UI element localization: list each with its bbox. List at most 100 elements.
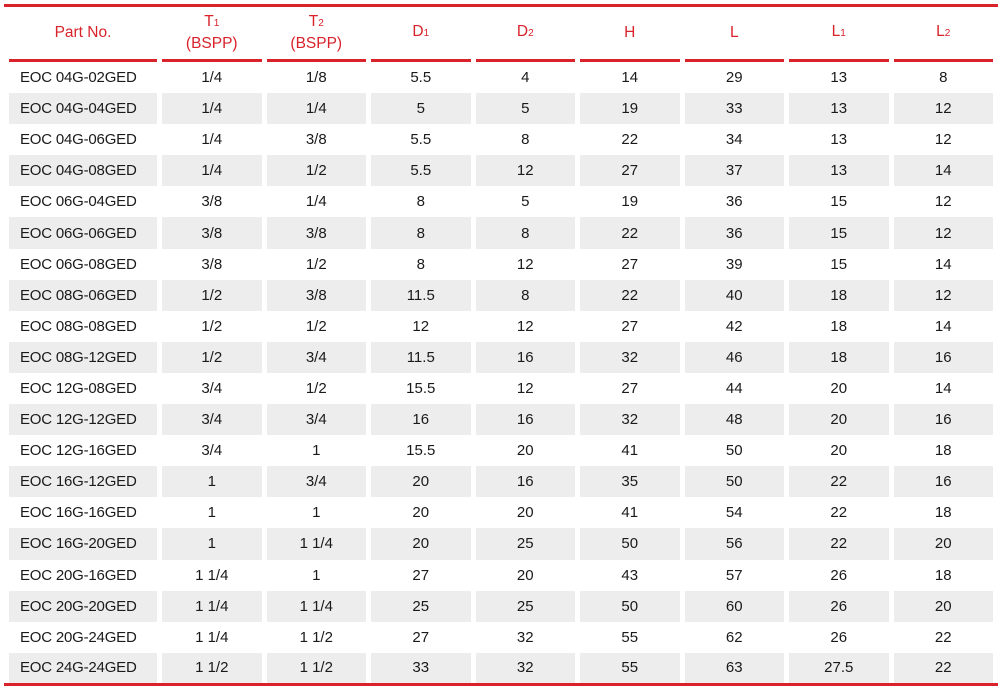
table-row: EOC 06G-04GED 3/8 1/4 8 5 19 36 15 12 — [9, 186, 993, 217]
cell-l1: 13 — [789, 93, 889, 125]
column-header-subscript: 1 — [213, 18, 220, 29]
table-row: EOC 04G-08GED 1/4 1/2 5.5 12 27 37 13 14 — [9, 155, 993, 187]
cell-h: 27 — [580, 155, 680, 187]
cell-l2: 18 — [934, 566, 952, 584]
cell-l: 63 — [684, 652, 784, 683]
cell-d1: 20 — [371, 528, 471, 560]
column-header-subscript: 2 — [944, 28, 951, 39]
cell-l1: 27.5 — [789, 652, 889, 683]
cell-d2: 16 — [475, 466, 575, 498]
column-header-label: T — [204, 13, 214, 30]
cell-l2: 22 — [893, 652, 993, 683]
cell-l: 57 — [725, 566, 743, 584]
part-number-cell: EOC 08G-12GED — [9, 341, 157, 373]
part-number-cell: EOC 20G-24GED — [20, 628, 137, 646]
cell-t2: 3/8 — [266, 279, 366, 311]
cell-d2: 12 — [516, 255, 534, 273]
column-header-t2: T2 (BSPP) — [266, 7, 366, 62]
cell-t1: 1/2 — [162, 279, 262, 311]
cell-l1: 22 — [789, 466, 889, 498]
cell-t2: 1 1/4 — [266, 528, 366, 560]
part-number-cell: EOC 04G-02GED — [20, 69, 137, 87]
cell-t1: 1 1/2 — [162, 652, 262, 683]
cell-l1: 13 — [789, 155, 889, 187]
part-number-cell: EOC 04G-04GED — [9, 93, 157, 125]
cell-l1: 26 — [789, 590, 889, 622]
cell-l2: 14 — [934, 379, 952, 397]
cell-h: 32 — [580, 404, 680, 436]
cell-l: 36 — [684, 217, 784, 249]
cell-l1: 20 — [789, 404, 889, 436]
cell-d2: 12 — [516, 317, 534, 335]
table-row: EOC 12G-12GED 3/4 3/4 16 16 32 48 20 16 — [9, 404, 993, 436]
cell-d2: 32 — [516, 628, 534, 646]
table-header: Part No. T1 (BSPP) T2 (BSPP) D1 D2 H L L1 L2 — [9, 7, 993, 62]
cell-t2: 1 — [312, 442, 321, 460]
cell-l1: 15 — [830, 255, 848, 273]
cell-l2: 18 — [934, 504, 952, 522]
column-header-subscript: 2 — [318, 18, 324, 29]
cell-h: 41 — [621, 504, 639, 522]
cell-t2: 1 1/4 — [266, 590, 366, 622]
cell-d2: 25 — [475, 528, 575, 560]
column-header-l2: L2 — [893, 7, 993, 62]
part-number-cell: EOC 08G-08GED — [20, 317, 137, 335]
cell-l1: 13 — [830, 69, 848, 87]
cell-d2: 4 — [521, 69, 530, 87]
cell-t1: 3/4 — [201, 442, 223, 460]
cell-d2: 25 — [475, 590, 575, 622]
cell-d2: 5 — [475, 93, 575, 125]
cell-t2: 1 1/2 — [266, 652, 366, 683]
cell-l2: 8 — [939, 69, 948, 87]
column-header-subscript: 2 — [528, 28, 534, 39]
table-row: EOC 12G-08GED 3/4 1/2 15.5 12 27 44 20 14 — [9, 373, 993, 404]
column-header-label: L — [831, 23, 841, 40]
table-row: EOC 16G-12GED 1 3/4 20 16 35 50 22 16 — [9, 466, 993, 498]
cell-d2: 8 — [521, 131, 530, 149]
cell-h: 22 — [580, 279, 680, 311]
cell-t1: 1 1/4 — [195, 566, 229, 584]
table-row: EOC 20G-24GED 1 1/4 1 1/2 27 32 55 62 26 22 — [9, 622, 993, 653]
header-row: Part No. T1 (BSPP) T2 (BSPP) D1 D2 H L L1 L2 — [9, 7, 993, 62]
part-number-cell: EOC 06G-06GED — [9, 217, 157, 249]
cell-d1: 27 — [412, 628, 430, 646]
cell-d1: 27 — [412, 566, 430, 584]
cell-l: 48 — [684, 404, 784, 436]
cell-d2: 8 — [475, 217, 575, 249]
cell-l2: 14 — [934, 255, 952, 273]
cell-d2: 12 — [475, 155, 575, 187]
cell-h: 19 — [580, 93, 680, 125]
column-header-h: H — [580, 7, 680, 62]
table-row: EOC 24G-24GED 1 1/2 1 1/2 33 32 55 63 27.5 22 — [9, 652, 993, 683]
cell-l: 29 — [725, 69, 743, 87]
cell-l: 42 — [725, 317, 743, 335]
cell-l: 40 — [684, 279, 784, 311]
cell-t2: 1/2 — [305, 317, 327, 335]
cell-t1: 3/4 — [201, 379, 223, 397]
column-header-l: L — [684, 7, 784, 62]
cell-d1: 15.5 — [406, 442, 436, 460]
column-header-unit: (BSPP) — [290, 35, 343, 52]
part-number-cell: EOC 20G-16GED — [20, 566, 137, 584]
cell-d1: 16 — [371, 404, 471, 436]
cell-t1: 3/4 — [162, 404, 262, 436]
table-row: EOC 04G-02GED 1/4 1/8 5.5 4 14 29 13 8 — [9, 62, 993, 93]
cell-l: 33 — [684, 93, 784, 125]
cell-t2: 1/2 — [305, 379, 327, 397]
cell-t2: 1 — [312, 504, 321, 522]
cell-t1: 1/4 — [162, 93, 262, 125]
part-specification-table: Part No. T1 (BSPP) T2 (BSPP) D1 D2 H L L1 L2 EOC 0… — [4, 4, 998, 686]
cell-h: 50 — [580, 590, 680, 622]
part-number-cell: EOC 08G-06GED — [9, 279, 157, 311]
cell-h: 32 — [580, 341, 680, 373]
cell-l2: 18 — [934, 442, 952, 460]
table-row: EOC 08G-06GED 1/2 3/8 11.5 8 22 40 18 12 — [9, 279, 993, 311]
cell-t2: 1/4 — [266, 93, 366, 125]
table-row: EOC 04G-06GED 1/4 3/8 5.5 8 22 34 13 12 — [9, 124, 993, 155]
cell-h: 19 — [621, 193, 639, 211]
cell-l2: 14 — [934, 317, 952, 335]
cell-l: 60 — [684, 590, 784, 622]
part-number-cell: EOC 12G-16GED — [20, 442, 137, 460]
table-row: EOC 16G-16GED 1 1 20 20 41 54 22 18 — [9, 497, 993, 528]
cell-t2: 1/2 — [266, 155, 366, 187]
